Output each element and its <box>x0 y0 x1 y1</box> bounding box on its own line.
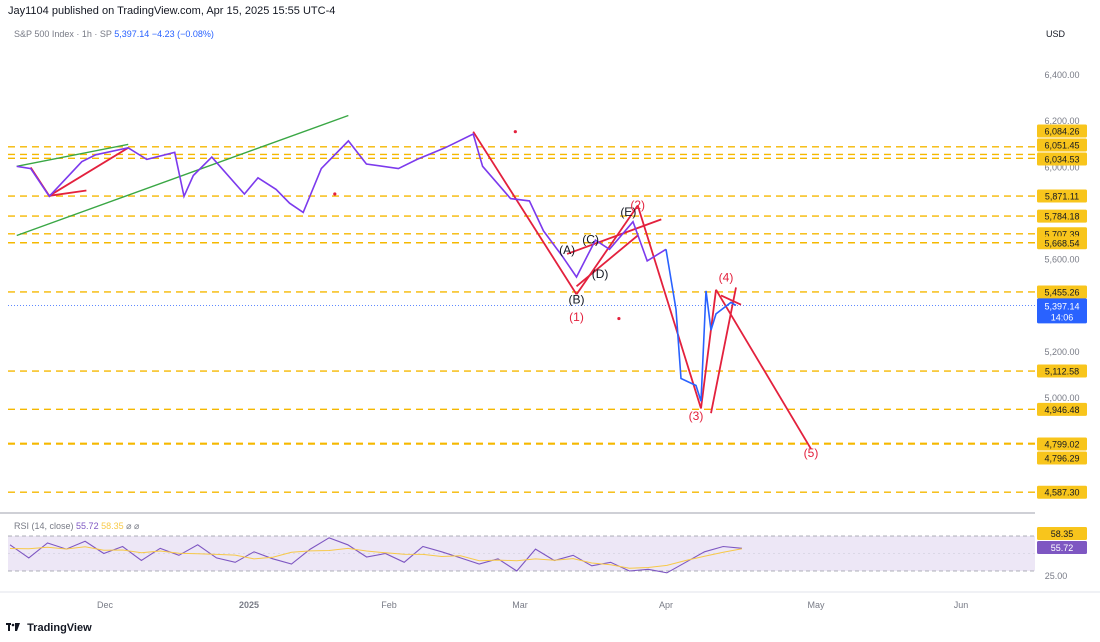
wave-line[interactable] <box>49 189 87 197</box>
marker-dot <box>513 130 517 134</box>
wave-label: (2) <box>630 198 645 212</box>
price-level-badge-label: 4,799.02 <box>1044 440 1079 450</box>
price-level-badge-label: 6,034.53 <box>1044 155 1079 165</box>
price-level-badge-label: 4,946.48 <box>1044 405 1079 415</box>
x-axis-tick-label: Mar <box>512 600 528 610</box>
wave-line[interactable] <box>472 131 578 295</box>
current-price-badge-value: 5,397.14 <box>1044 301 1079 311</box>
price-level-badge[interactable] <box>1037 152 1087 166</box>
rsi-signal-line[interactable] <box>9 546 743 569</box>
channel-lower-line[interactable] <box>16 114 349 237</box>
price-level-badge-label: 4,796.29 <box>1044 454 1079 464</box>
price-level-badge[interactable] <box>1037 364 1087 378</box>
price-level-badge[interactable] <box>1037 236 1087 250</box>
y-axis-tick-label: 6,000.00 <box>1044 162 1079 172</box>
last-price: 5,397.14 <box>114 29 150 39</box>
rsi-value-badge-label: 55.72 <box>1051 543 1074 553</box>
price-level-badge-label: 5,668.54 <box>1044 238 1079 248</box>
tradingview-logo-icon <box>6 623 20 631</box>
price-level-badge[interactable] <box>1037 138 1087 152</box>
rsi-value: 55.72 <box>76 521 99 531</box>
wave-label: (3) <box>689 409 704 423</box>
y-axis-tick-label: 5,200.00 <box>1044 347 1079 357</box>
price-level-badge-label: 4,587.30 <box>1044 488 1079 498</box>
price-level-badge[interactable] <box>1037 402 1087 416</box>
tradingview-brand[interactable]: TradingView <box>6 622 92 634</box>
y-axis-tick-label: 5,600.00 <box>1044 255 1079 265</box>
x-axis-tick-label: May <box>807 600 825 610</box>
rsi-signal-badge[interactable] <box>1037 527 1087 540</box>
wave-line[interactable] <box>710 287 737 414</box>
price-change: −4.23 (−0.08%) <box>151 29 214 39</box>
price-level-badge-label: 5,707.39 <box>1044 229 1079 239</box>
rsi-signal-value: 58.35 <box>101 521 124 531</box>
rsi-label: RSI (14, close) <box>14 521 74 531</box>
triangle-line[interactable] <box>575 234 639 287</box>
wave-label: (B) <box>569 293 585 307</box>
x-axis-tick-label: Feb <box>381 600 397 610</box>
price-level-badge[interactable] <box>1037 209 1087 223</box>
current-price-badge[interactable] <box>1037 298 1087 324</box>
price-level-badge[interactable] <box>1037 189 1087 203</box>
rsi-axis-tick-label: 25.00 <box>1045 571 1068 581</box>
price-level-badge-label: 5,784.18 <box>1044 212 1079 222</box>
price-level-badge[interactable] <box>1037 451 1087 465</box>
publish-header: Jay1104 published on TradingView.com, Ap… <box>8 5 336 17</box>
wave-label: (C) <box>582 233 599 247</box>
price-level-badge-label: 6,084.26 <box>1044 127 1079 137</box>
price-level-badge-label: 6,051.45 <box>1044 141 1079 151</box>
wave-line[interactable] <box>48 147 129 197</box>
y-axis-tick-label: 5,000.00 <box>1044 393 1079 403</box>
wave-label: (D) <box>592 267 609 281</box>
y-axis-tick-label: 6,400.00 <box>1044 70 1079 80</box>
price-level-badge-label: 5,871.11 <box>1045 192 1079 202</box>
price-level-badge[interactable] <box>1037 285 1087 299</box>
rsi-signal-badge-label: 58.35 <box>1051 529 1074 539</box>
wave-label: (A) <box>559 243 575 257</box>
wave-line[interactable] <box>720 294 742 306</box>
brand-name: TradingView <box>27 622 92 634</box>
x-axis-tick-label: Jun <box>954 600 969 610</box>
wave-line[interactable] <box>575 204 639 295</box>
wave-label: (4) <box>719 271 734 285</box>
marker-dot <box>333 192 337 196</box>
rsi-value-badge[interactable] <box>1037 541 1087 554</box>
price-level-badge-label: 5,455.26 <box>1044 287 1079 297</box>
price-level-badge[interactable] <box>1037 485 1087 499</box>
symbol-name: S&P 500 Index · 1h · SP <box>14 29 112 39</box>
wave-line[interactable] <box>715 289 812 450</box>
y-axis-tick-label: 6,200.00 <box>1044 116 1079 126</box>
price-line-series-recent[interactable] <box>665 249 737 402</box>
price-level-badge[interactable] <box>1037 437 1087 451</box>
rsi-legend[interactable]: RSI (14, close) 55.72 58.35 ⌀ ⌀ <box>14 521 139 532</box>
currency-label[interactable]: USD <box>1046 29 1066 39</box>
x-axis-tick-label: 2025 <box>239 600 259 610</box>
x-axis-tick-label: Apr <box>659 600 673 610</box>
wave-line[interactable] <box>700 289 717 409</box>
current-price-badge-countdown: 14:06 <box>1051 312 1074 322</box>
wave-line[interactable] <box>636 205 702 409</box>
marker-dot <box>617 316 621 321</box>
wave-label: (1) <box>569 310 584 324</box>
rsi-settings-icons[interactable]: ⌀ ⌀ <box>126 521 140 531</box>
price-level-badge-label: 5,112.58 <box>1045 367 1079 377</box>
price-level-badge[interactable] <box>1037 124 1087 138</box>
triangle-line[interactable] <box>566 218 662 255</box>
x-axis-tick-label: Dec <box>97 600 114 610</box>
price-line-series[interactable] <box>16 132 667 279</box>
wave-label: (E) <box>620 205 636 219</box>
channel-upper-line[interactable] <box>16 143 129 167</box>
symbol-legend[interactable]: S&P 500 Index · 1h · SP 5,397.14 −4.23 (… <box>14 29 214 39</box>
wave-label: (5) <box>804 446 819 460</box>
